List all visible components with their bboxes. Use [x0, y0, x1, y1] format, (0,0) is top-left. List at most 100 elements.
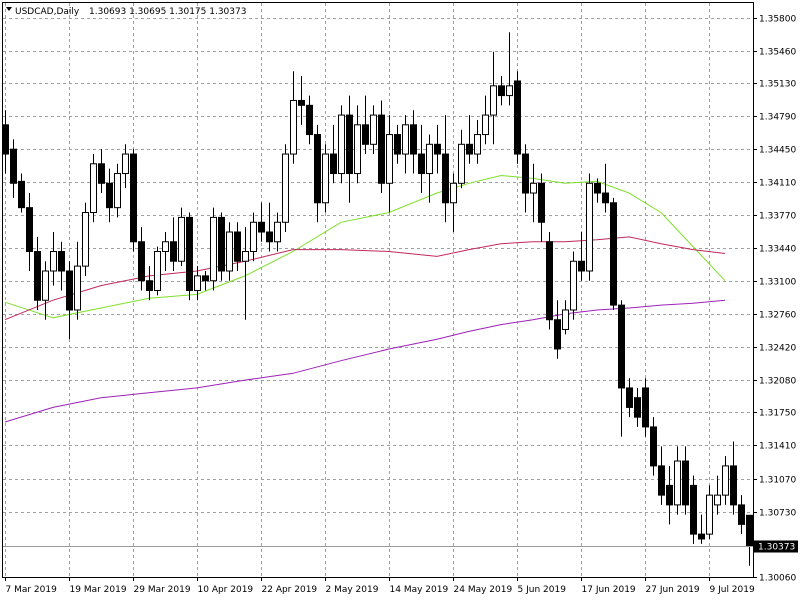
candle — [282, 144, 289, 233]
candle-body-bearish — [410, 124, 417, 155]
candle-body-bearish — [650, 426, 657, 467]
candle-body-bearish — [306, 104, 313, 136]
price-tick-label: 1.34450 — [759, 146, 796, 156]
candle-body-bullish — [226, 231, 233, 272]
candle-body-bullish — [122, 153, 129, 175]
price-tick-label: 1.31070 — [759, 476, 796, 486]
candle-body-bearish — [138, 241, 145, 282]
candle-body-bullish — [482, 114, 489, 136]
candle — [586, 173, 593, 281]
candle — [386, 115, 393, 213]
candle-body-bullish — [178, 216, 185, 262]
candle — [250, 212, 257, 262]
candle-body-bearish — [266, 231, 273, 243]
candle — [442, 115, 449, 223]
candle-body-bullish — [74, 265, 81, 311]
candle-body-bearish — [298, 99, 305, 106]
candle-body-bullish — [90, 163, 97, 214]
candle-body-bullish — [354, 124, 361, 175]
price-tick-label: 1.31750 — [759, 409, 796, 419]
candle — [354, 105, 361, 184]
candle-body-bullish — [210, 216, 217, 282]
candle — [490, 51, 497, 145]
candle-body-bearish — [434, 143, 441, 155]
candle — [170, 217, 177, 271]
candle — [418, 124, 425, 194]
price-tick-label: 1.34110 — [759, 179, 796, 189]
candle — [234, 222, 241, 271]
price-tick-label: 1.32420 — [759, 344, 796, 354]
candle-body-bullish — [82, 212, 89, 267]
candle-body-bullish — [386, 134, 393, 184]
candle — [322, 144, 329, 213]
candle-body-bullish — [426, 143, 433, 175]
candle — [26, 193, 33, 271]
candle-body-bearish — [98, 163, 105, 184]
candle — [434, 124, 441, 174]
candle-body-bullish — [490, 85, 497, 116]
candle — [186, 212, 193, 301]
candle — [266, 202, 273, 252]
candle — [330, 124, 337, 184]
candle-body-bullish — [338, 114, 345, 175]
price-tick-label: 1.31410 — [759, 442, 796, 452]
candle — [666, 465, 673, 525]
candle-body-bearish — [258, 221, 265, 233]
candle-body-bearish — [106, 182, 113, 209]
price-tick-label: 1.33100 — [759, 278, 796, 288]
candle — [682, 446, 689, 515]
candle-body-bearish — [18, 180, 25, 209]
time-tick-label: 7 Mar 2019 — [6, 585, 58, 595]
candle — [650, 417, 657, 476]
candle — [626, 378, 633, 418]
candle — [34, 236, 41, 310]
candle-body-bearish — [346, 114, 353, 175]
price-tick-label: 1.33770 — [759, 212, 796, 222]
candle — [154, 246, 161, 296]
candle — [274, 212, 281, 252]
candle — [58, 241, 65, 291]
candle-body-bullish — [42, 270, 49, 301]
candle — [122, 144, 129, 189]
candle-body-bullish — [474, 134, 481, 155]
candle — [162, 232, 169, 271]
price-tick-label: 1.32760 — [759, 311, 796, 321]
candle — [42, 261, 49, 320]
price-tick-label: 1.30060 — [759, 574, 796, 584]
candle-body-bullish — [162, 241, 169, 253]
candle — [618, 300, 625, 437]
candle — [410, 110, 417, 174]
candle — [66, 261, 73, 340]
time-tick-label: 22 Apr 2019 — [262, 585, 318, 595]
candle — [370, 105, 377, 155]
price-axis: 1.35800 1.35460 1.35130 1.34790 1.34450 1.341… — [753, 15, 796, 584]
time-tick-label: 24 May 2019 — [454, 585, 513, 595]
candle-body-bearish — [170, 241, 177, 262]
candle — [562, 300, 569, 335]
candle-body-bearish — [730, 465, 737, 506]
triangle-down-icon[interactable] — [6, 7, 12, 11]
candle-body-bearish — [66, 270, 73, 311]
candle — [634, 387, 641, 427]
candle — [98, 149, 105, 194]
candle — [18, 173, 25, 213]
candle — [466, 115, 473, 164]
candle-body-bearish — [626, 387, 633, 408]
price-tick-label: 1.32080 — [759, 377, 796, 387]
candle — [338, 105, 345, 184]
candle — [362, 95, 369, 155]
candle-body-bearish — [186, 216, 193, 291]
time-tick-label: 29 Mar 2019 — [134, 585, 191, 595]
candle-body-bearish — [746, 514, 753, 547]
candle-body-bearish — [578, 260, 585, 272]
candle — [106, 168, 113, 223]
candle-body-bearish — [738, 504, 745, 525]
candle-body-bullish — [458, 143, 465, 184]
candle-body-bullish — [274, 221, 281, 243]
candle — [146, 266, 153, 301]
candle — [522, 144, 529, 213]
candle — [498, 76, 505, 106]
candle — [138, 227, 145, 291]
